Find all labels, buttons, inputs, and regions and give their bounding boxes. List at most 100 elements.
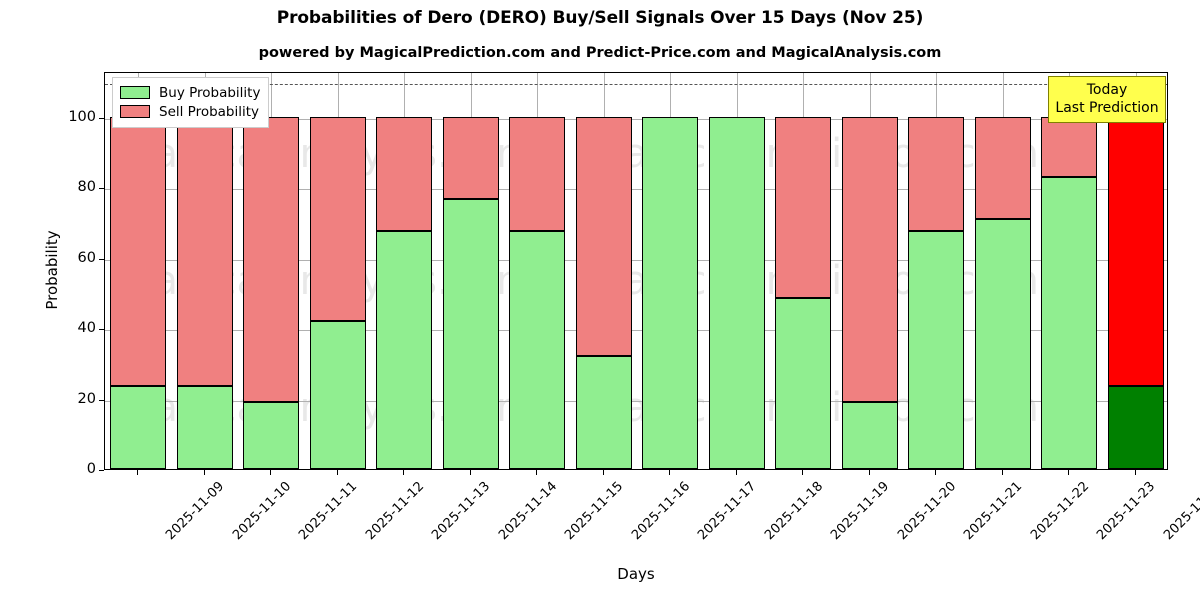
bar-segment-buy: [642, 116, 699, 469]
x-axis-tick-label: 2025-11-15: [562, 479, 627, 544]
bar-day[interactable]: [442, 73, 499, 469]
bar-segment-sell: [110, 116, 167, 386]
bar-segment-sell: [775, 116, 832, 298]
x-axis-tick-mark: [602, 470, 604, 475]
x-axis-tick-label: 2025-11-21: [961, 479, 1026, 544]
x-axis-tick-mark: [1001, 470, 1003, 475]
x-axis-tick-mark: [1134, 470, 1136, 475]
bar-segment-buy: [775, 297, 832, 469]
bar-day[interactable]: [509, 73, 566, 469]
x-axis-tick-label: 2025-11-22: [1027, 479, 1092, 544]
bar-segment-buy: [309, 321, 366, 469]
y-axis-tick-label: 80: [77, 179, 96, 196]
x-axis-tick-mark: [935, 470, 937, 475]
x-axis-tick-mark: [735, 470, 737, 475]
bar-segment-buy: [1107, 385, 1164, 469]
bar-segment-sell: [509, 116, 566, 231]
y-axis-tick-mark: [99, 329, 104, 331]
chart-title: Probabilities of Dero (DERO) Buy/Sell Si…: [276, 8, 924, 28]
bar-segment-buy: [110, 385, 167, 469]
x-axis-tick-mark: [802, 470, 804, 475]
bar-segment-buy: [176, 385, 233, 469]
x-axis-tick-label: 2025-11-23: [1094, 479, 1159, 544]
bar-segment-buy: [243, 402, 300, 469]
y-axis-tick-mark: [99, 258, 104, 260]
x-axis-tick-mark: [469, 470, 471, 475]
y-axis-title: Probability: [43, 230, 61, 310]
bar-segment-buy: [1041, 177, 1098, 469]
legend-swatch-sell-icon: [120, 105, 150, 118]
today-annotation-line2: Last Prediction: [1055, 100, 1159, 116]
bar-day[interactable]: [176, 73, 233, 469]
reference-dashed-line: [105, 83, 1167, 85]
bar-segment-sell: [1107, 116, 1164, 386]
x-axis-tick-label: 2025-11-11: [296, 479, 361, 544]
bar-day[interactable]: [974, 73, 1031, 469]
x-axis-tick-label: 2025-11-10: [229, 479, 294, 544]
bar-segment-sell: [243, 116, 300, 403]
bar-day[interactable]: [243, 73, 300, 469]
y-axis-tick-label: 0: [86, 461, 96, 477]
x-axis-tick-label: 2025-11-12: [362, 479, 427, 544]
x-axis-tick-mark: [336, 470, 338, 475]
x-axis-tick-label: 2025-11-20: [894, 479, 959, 544]
bar-segment-sell: [575, 116, 632, 356]
y-axis-tick-mark: [99, 399, 104, 401]
x-axis-tick-label: 2025-11-16: [628, 479, 693, 544]
y-axis-tick-label: 40: [77, 320, 96, 337]
bar-segment-sell: [309, 116, 366, 322]
bar-segment-buy: [575, 355, 632, 469]
y-axis-tick-label: 60: [77, 249, 96, 266]
x-axis-tick-mark: [137, 470, 139, 475]
bar-segment-sell: [1041, 116, 1098, 178]
plot-area: MagicalAnalysis.comMagicalPrediction.com…: [104, 72, 1168, 470]
gridline-horizontal: [105, 189, 1167, 191]
bar-segment-sell: [908, 116, 965, 231]
legend-label-buy: Buy Probability: [159, 84, 261, 101]
legend-swatch-buy-icon: [120, 86, 150, 99]
x-axis-tick-label: 2025-11-19: [828, 479, 893, 544]
today-annotation-line1: Today: [1086, 82, 1128, 98]
bar-day[interactable]: [708, 73, 765, 469]
x-axis-tick-mark: [1068, 470, 1070, 475]
x-axis-title: Days: [617, 565, 655, 583]
x-axis-tick-mark: [270, 470, 272, 475]
bar-segment-buy: [908, 230, 965, 469]
legend-item-buy: Buy Probability: [120, 83, 260, 102]
today-annotation: Today Last Prediction: [1048, 76, 1166, 123]
gridline-horizontal: [105, 259, 1167, 261]
x-axis-tick-mark: [403, 470, 405, 475]
bar-segment-buy: [442, 199, 499, 469]
bar-day[interactable]: [110, 73, 167, 469]
chart-legend[interactable]: Buy Probability Sell Probability: [112, 77, 270, 128]
x-axis-tick-label: 2025-11-14: [495, 479, 560, 544]
bar-today[interactable]: [1107, 73, 1164, 469]
gridline-horizontal: [105, 118, 1167, 120]
x-axis-tick-label: 2025-11-13: [429, 479, 494, 544]
y-axis-tick-label: 100: [68, 108, 96, 125]
x-axis-tick-label: 2025-11-24: [1160, 479, 1200, 544]
x-axis-tick-mark: [203, 470, 205, 475]
bar-day[interactable]: [841, 73, 898, 469]
bar-day[interactable]: [1041, 73, 1098, 469]
bar-segment-buy: [509, 230, 566, 469]
bar-segment-buy: [376, 230, 433, 469]
bar-day[interactable]: [908, 73, 965, 469]
y-axis-tick-mark: [99, 117, 104, 119]
x-axis-tick-label: 2025-11-18: [761, 479, 826, 544]
bar-day[interactable]: [376, 73, 433, 469]
bar-day[interactable]: [642, 73, 699, 469]
y-axis-tick-label: 20: [77, 390, 96, 407]
bar-day[interactable]: [309, 73, 366, 469]
bar-day[interactable]: [775, 73, 832, 469]
gridline-horizontal: [105, 400, 1167, 402]
y-axis-tick-mark: [99, 188, 104, 190]
x-axis-tick-mark: [536, 470, 538, 475]
bar-day[interactable]: [575, 73, 632, 469]
x-axis-tick-label: 2025-11-17: [695, 479, 760, 544]
bar-segment-sell: [841, 116, 898, 403]
x-axis-tick-mark: [868, 470, 870, 475]
legend-label-sell: Sell Probability: [159, 103, 260, 120]
bar-segment-buy: [974, 218, 1031, 469]
